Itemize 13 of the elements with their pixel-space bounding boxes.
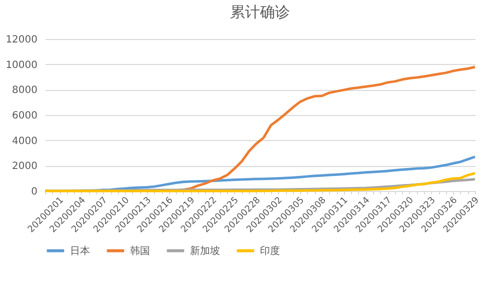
chart-title: 累计确诊 [230,3,290,21]
y-tick-label: 8000 [12,85,38,96]
legend-label: 新加坡 [190,244,220,257]
y-tick-label: 10000 [6,60,38,71]
y-tick-label: 12000 [6,34,38,46]
y-tick-label: 6000 [12,110,38,122]
y-tick-label: 2000 [12,161,38,172]
line-series [44,172,476,192]
y-tick-label: 0 [31,186,38,198]
legend-label: 韩国 [130,244,150,257]
legend-label: 印度 [260,244,280,257]
y-tick-label: 4000 [12,136,38,147]
legend-label: 日本 [70,244,90,257]
